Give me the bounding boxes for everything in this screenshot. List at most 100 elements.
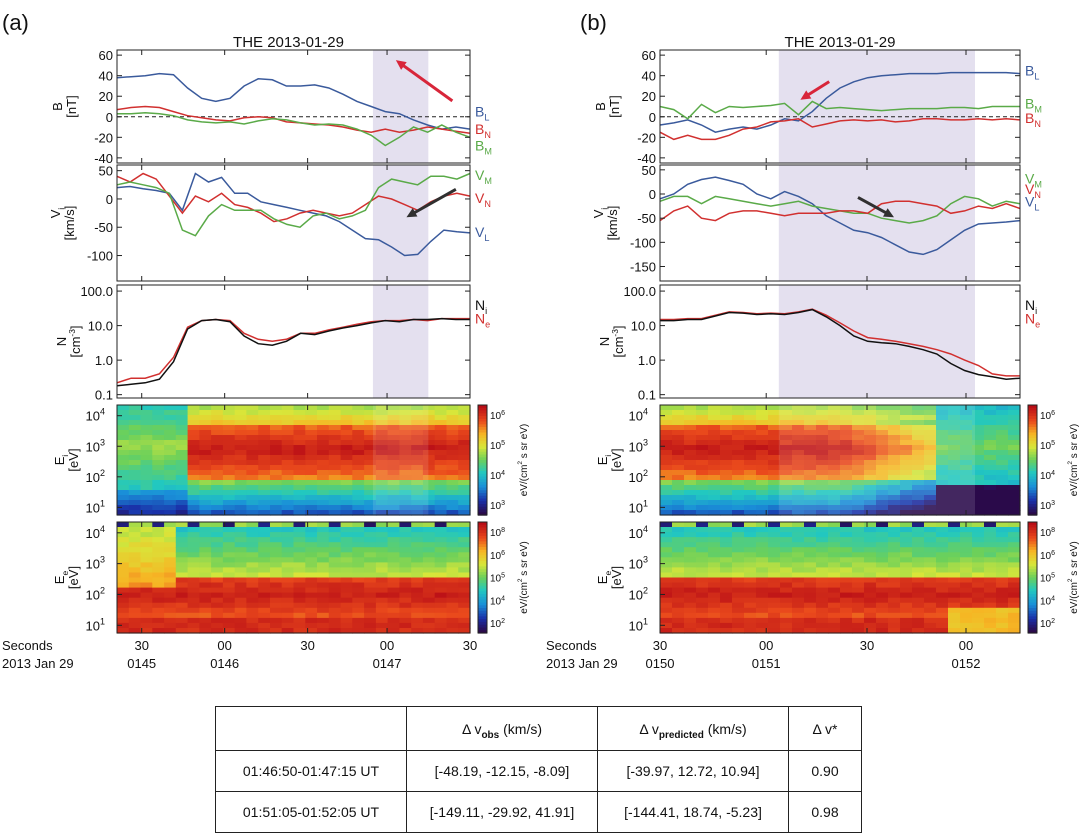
- spectro-cell: [328, 485, 342, 491]
- spectro-cell: [660, 475, 673, 481]
- spectro-cell: [281, 495, 295, 501]
- spectro-cell: [756, 552, 769, 558]
- spectro-cell: [270, 510, 283, 516]
- spectro-cell: [744, 460, 757, 466]
- spectro-cell: [434, 582, 448, 589]
- spectro-cell: [399, 622, 412, 629]
- spectro-cell: [340, 485, 353, 491]
- spectro-cell: [305, 465, 318, 471]
- spectro-cell: [960, 567, 973, 573]
- spectro-cell: [117, 622, 130, 629]
- spectro-cell: [720, 490, 733, 496]
- spectro-cell: [960, 445, 973, 451]
- colorbar-cell: [478, 549, 487, 554]
- spectro-cell: [399, 480, 412, 486]
- spectro-cell: [458, 490, 471, 496]
- spectro-cell: [399, 612, 412, 619]
- spectro-cell: [422, 480, 436, 486]
- spectro-cell: [780, 455, 793, 461]
- spectro-cell: [281, 542, 295, 548]
- spectro-cell: [840, 622, 853, 629]
- spectro-cell: [293, 597, 306, 604]
- spectro-cell: [816, 510, 829, 516]
- spectro-cell: [175, 577, 189, 584]
- spectro-cell: [888, 582, 901, 589]
- spectro-cell: [840, 425, 853, 431]
- spectro-cell: [768, 505, 781, 511]
- table-cell: 0.90: [788, 750, 862, 792]
- spectro-cell: [305, 597, 318, 604]
- spectro-cell: [948, 415, 961, 421]
- spectro-cell: [281, 470, 295, 476]
- spectro-cell: [792, 430, 805, 436]
- spectro-cell: [305, 480, 318, 486]
- spectro-cell: [434, 435, 448, 441]
- spectro-cell: [840, 480, 853, 486]
- spectro-cell: [152, 577, 165, 584]
- spectro-cell: [900, 522, 913, 528]
- tick-exp: 4: [100, 407, 105, 417]
- spectro-cell: [411, 587, 424, 594]
- spectro-cell: [756, 415, 769, 421]
- spectro-cell: [270, 490, 283, 496]
- colorbar-cell: [1028, 462, 1037, 467]
- spectro-cell: [281, 522, 295, 528]
- spectro-cell: [222, 557, 236, 563]
- spectro-cell: [222, 475, 236, 481]
- spectro-cell: [352, 527, 365, 533]
- spectro-cell: [411, 500, 424, 506]
- spectro-cell: [672, 495, 685, 501]
- spectro-cell: [234, 435, 248, 441]
- spectro-cell: [140, 537, 153, 543]
- spectro-cell: [175, 445, 189, 451]
- spectro-cell: [399, 577, 412, 584]
- spectro-cell: [281, 450, 295, 456]
- spectro-cell: [411, 562, 424, 568]
- spectro-cell: [458, 577, 471, 584]
- spectro-cell: [117, 500, 130, 506]
- spectro-cell: [422, 542, 436, 548]
- spectro-cell: [924, 490, 937, 496]
- spectro-cell: [211, 480, 224, 486]
- spectro-cell: [984, 470, 997, 476]
- spectro-cell: [422, 415, 436, 421]
- spectro-cell: [234, 495, 248, 501]
- spectro-cell: [305, 562, 318, 568]
- spectro-cell: [984, 552, 997, 558]
- spectro-cell: [972, 522, 985, 528]
- spectro-cell: [744, 577, 757, 584]
- spectro-cell: [117, 450, 130, 456]
- spectro-cell: [924, 622, 937, 629]
- spectro-cell: [270, 435, 283, 441]
- spectro-cell: [996, 537, 1009, 543]
- spectro-cell: [140, 420, 153, 426]
- series-label: BL: [475, 104, 489, 123]
- spectro-cell: [164, 607, 177, 614]
- colorbar-cell: [1028, 438, 1037, 442]
- spectro-cell: [984, 572, 997, 579]
- spectro-cell: [984, 510, 997, 516]
- spectro-cell: [864, 602, 877, 609]
- spectro-cell: [364, 552, 377, 558]
- spectro-cell: [696, 470, 709, 476]
- spectro-cell: [281, 440, 295, 446]
- spectro-cell: [364, 527, 377, 533]
- spectro-cell: [446, 405, 459, 411]
- spectro-cell: [364, 547, 377, 553]
- spectro-cell: [936, 440, 949, 446]
- spectro-cell: [996, 557, 1009, 563]
- spectro-cell: [864, 622, 877, 629]
- spectro-cell: [293, 602, 306, 609]
- spectro-cell: [222, 415, 236, 421]
- spectro-cell: [128, 510, 142, 516]
- spectro-cell: [446, 587, 459, 594]
- spectro-cell: [864, 557, 877, 563]
- Ee-spectrogram: 104103102101Ee[eV]108106105104102eV/(cm2…: [595, 521, 1080, 634]
- spectro-cell: [708, 405, 721, 411]
- colorbar-cell: [1028, 619, 1037, 623]
- spectro-cell: [317, 607, 330, 614]
- spectro-cell: [434, 522, 448, 528]
- spectro-cell: [328, 587, 342, 594]
- spectro-cell: [888, 617, 901, 624]
- spectro-cell: [660, 547, 673, 553]
